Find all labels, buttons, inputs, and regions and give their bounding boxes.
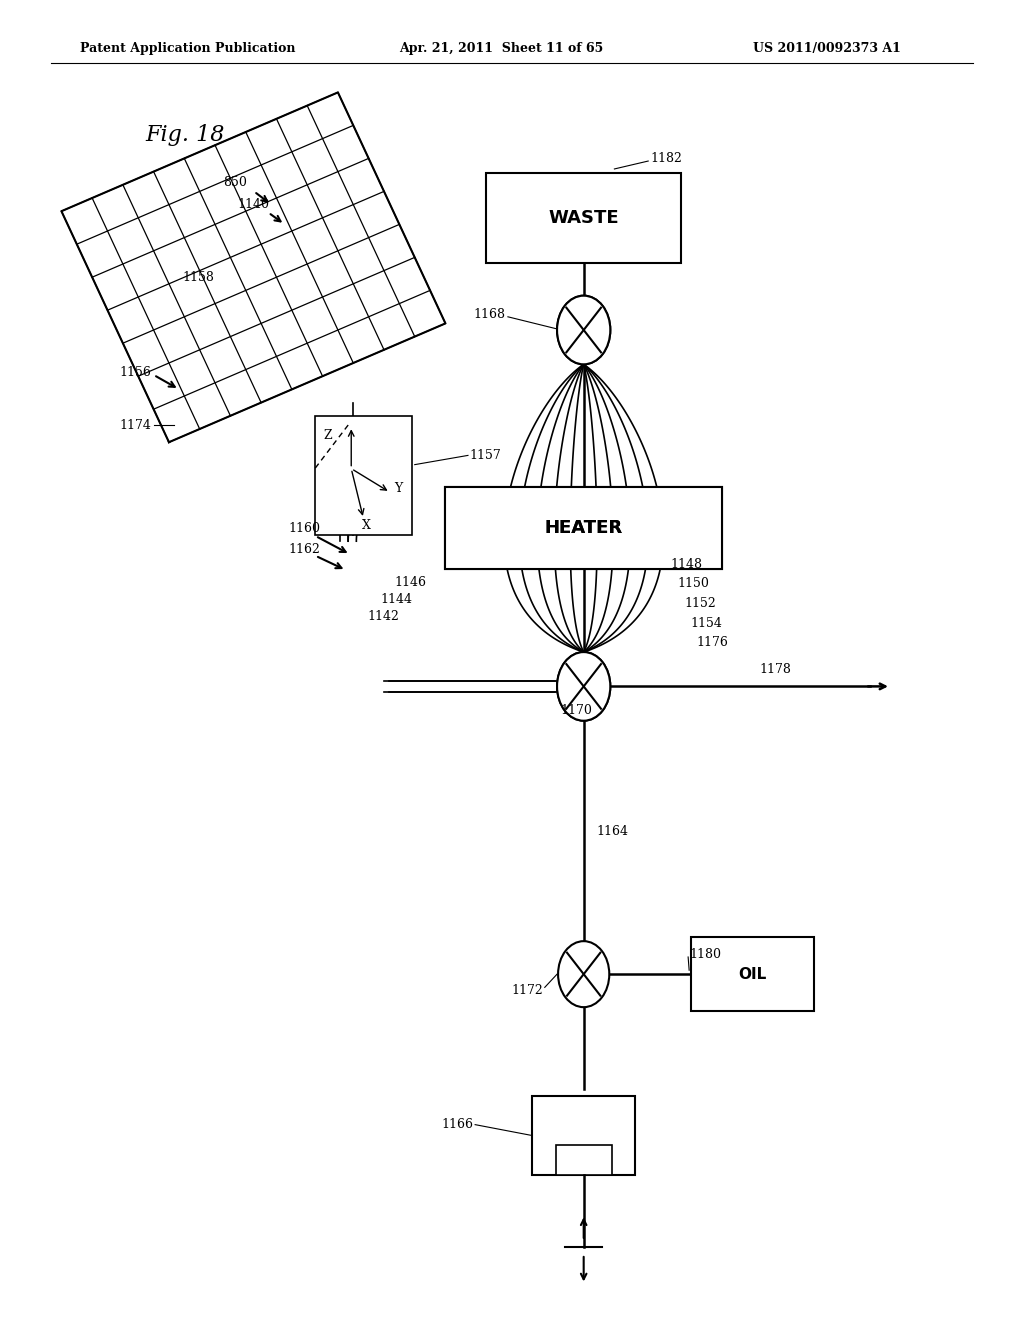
Text: Patent Application Publication: Patent Application Publication xyxy=(80,42,295,55)
FancyBboxPatch shape xyxy=(315,416,412,535)
FancyBboxPatch shape xyxy=(555,1144,612,1175)
Text: X: X xyxy=(361,519,371,532)
Text: 1156: 1156 xyxy=(120,366,152,379)
Text: 1142: 1142 xyxy=(368,610,399,623)
Text: 1148: 1148 xyxy=(671,558,702,572)
Text: OIL: OIL xyxy=(738,966,767,982)
Text: HEATER: HEATER xyxy=(545,519,623,537)
Text: HEATER: HEATER xyxy=(545,519,623,537)
Text: 1160: 1160 xyxy=(289,521,321,535)
Text: Z: Z xyxy=(324,429,332,442)
Text: 1164: 1164 xyxy=(596,825,628,838)
Text: 1158: 1158 xyxy=(182,271,214,284)
Text: 1178: 1178 xyxy=(760,663,792,676)
Text: 1166: 1166 xyxy=(441,1118,473,1131)
Text: 1180: 1180 xyxy=(689,948,721,961)
Text: 1172: 1172 xyxy=(511,983,543,997)
Text: 1154: 1154 xyxy=(690,616,722,630)
Text: 1182: 1182 xyxy=(650,152,682,165)
FancyBboxPatch shape xyxy=(445,487,722,569)
Circle shape xyxy=(557,652,610,721)
Text: 850: 850 xyxy=(223,176,247,189)
Text: WASTE: WASTE xyxy=(549,209,618,227)
Text: 1170: 1170 xyxy=(560,704,592,717)
FancyBboxPatch shape xyxy=(486,173,681,263)
Text: 1176: 1176 xyxy=(696,636,728,649)
Text: 1146: 1146 xyxy=(394,576,426,589)
Text: 1140: 1140 xyxy=(238,198,269,211)
FancyBboxPatch shape xyxy=(532,1096,635,1175)
Text: US 2011/0092373 A1: US 2011/0092373 A1 xyxy=(753,42,900,55)
Text: Y: Y xyxy=(394,482,402,495)
Text: 1152: 1152 xyxy=(684,597,716,610)
Text: Fig. 18: Fig. 18 xyxy=(145,124,225,145)
Text: 1144: 1144 xyxy=(381,593,413,606)
Circle shape xyxy=(557,296,610,364)
Circle shape xyxy=(558,941,609,1007)
Text: 1162: 1162 xyxy=(289,543,321,556)
FancyBboxPatch shape xyxy=(445,487,722,569)
Circle shape xyxy=(557,296,610,364)
Text: 1168: 1168 xyxy=(474,308,506,321)
FancyBboxPatch shape xyxy=(691,937,814,1011)
Text: Apr. 21, 2011  Sheet 11 of 65: Apr. 21, 2011 Sheet 11 of 65 xyxy=(399,42,603,55)
Circle shape xyxy=(557,652,610,721)
Text: 1150: 1150 xyxy=(678,577,710,590)
Text: 1157: 1157 xyxy=(469,449,501,462)
Text: 1174: 1174 xyxy=(120,418,152,432)
